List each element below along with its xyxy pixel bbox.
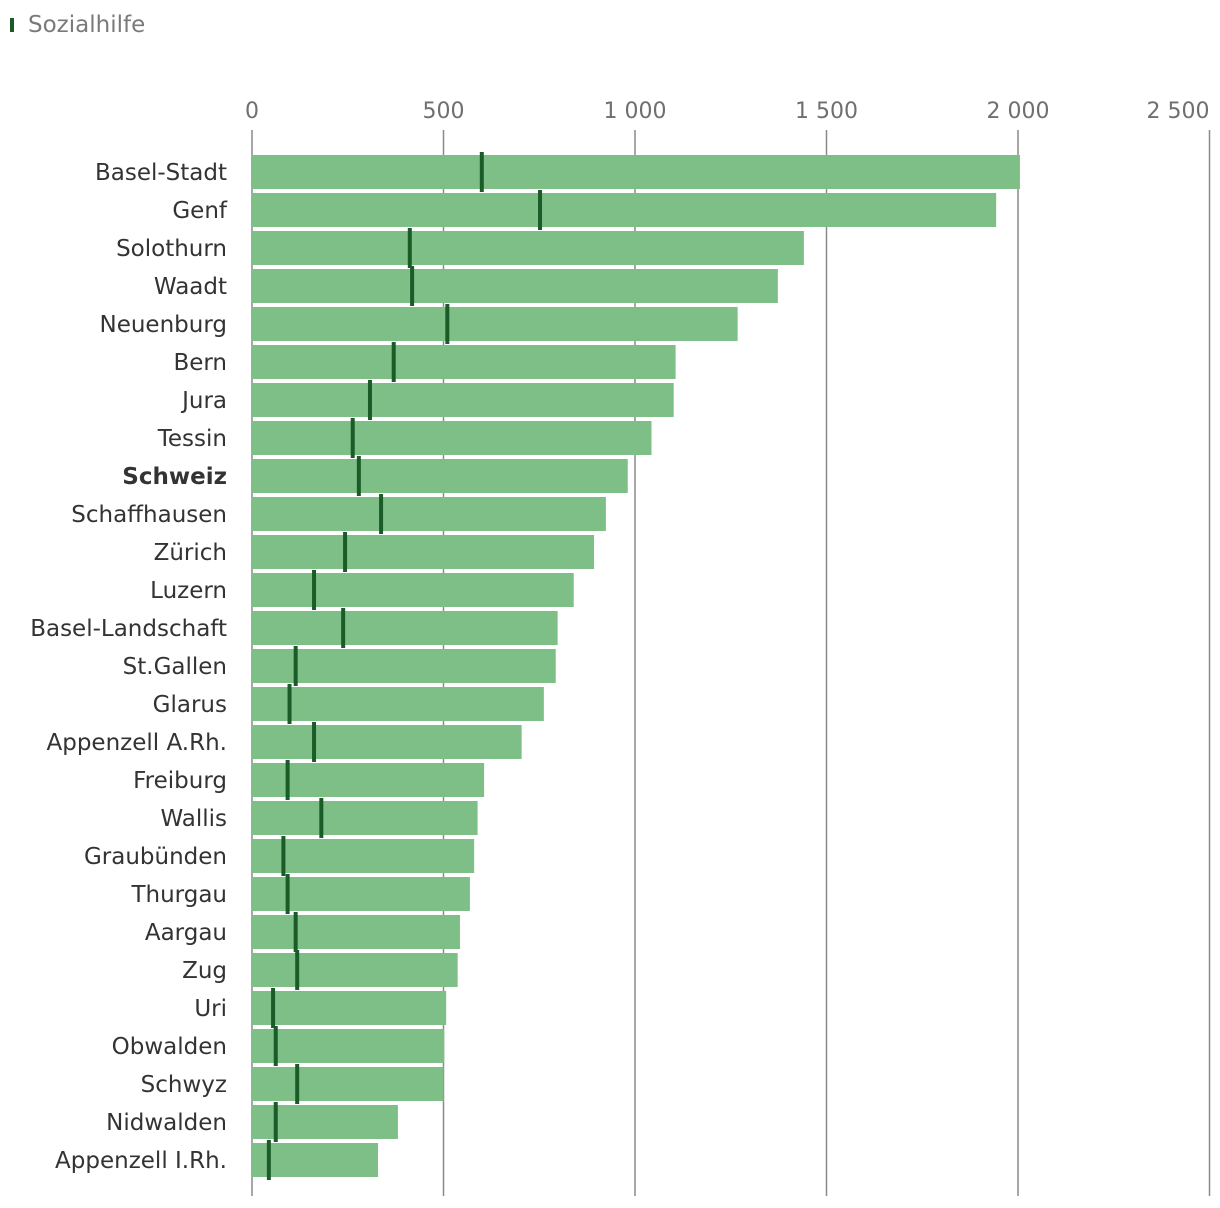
category-label-tessin: Tessin <box>157 426 227 452</box>
marker-appenzell-a-rh- <box>312 722 317 762</box>
legend-swatch <box>10 18 14 32</box>
bar-thurgau <box>252 877 470 911</box>
category-label-jura: Jura <box>180 388 227 414</box>
category-label-graubünden: Graubünden <box>84 844 227 870</box>
x-tick-label-1500: 1 500 <box>795 99 858 124</box>
bar-jura <box>252 383 674 417</box>
legend: Sozialhilfe <box>10 12 145 38</box>
category-label-obwalden: Obwalden <box>112 1034 227 1060</box>
marker-genf <box>538 190 543 230</box>
bar-obwalden <box>252 1029 445 1063</box>
bar-appenzell-a-rh- <box>252 725 522 759</box>
marker-schwyz <box>295 1064 300 1104</box>
bar-zug <box>252 953 458 987</box>
bar-graubünden <box>252 839 475 873</box>
bar-uri <box>252 991 447 1025</box>
bar-solothurn <box>252 231 804 265</box>
category-label-uri: Uri <box>194 996 227 1022</box>
marker-wallis <box>319 798 324 838</box>
category-label-genf: Genf <box>172 198 228 224</box>
category-label-freiburg: Freiburg <box>133 768 227 794</box>
category-label-wallis: Wallis <box>160 806 227 832</box>
marker-graubünden <box>281 836 286 876</box>
marker-neuenburg <box>445 304 450 344</box>
marker-schaffhausen <box>379 494 384 534</box>
bar-neuenburg <box>252 307 738 341</box>
marker-zürich <box>343 532 348 572</box>
bar-glarus <box>252 687 544 721</box>
marker-solothurn <box>407 228 412 268</box>
bar-layer <box>252 155 1020 1177</box>
category-label-zürich: Zürich <box>154 540 227 566</box>
category-label-solothurn: Solothurn <box>116 236 227 262</box>
bar-tessin <box>252 421 652 455</box>
category-label-schaffhausen: Schaffhausen <box>71 502 227 528</box>
bar-freiburg <box>252 763 485 797</box>
marker-basel-landschaft <box>341 608 346 648</box>
marker-freiburg <box>285 760 290 800</box>
bar-schaffhausen <box>252 497 606 531</box>
category-label-bern: Bern <box>173 350 227 376</box>
category-label-luzern: Luzern <box>150 578 227 604</box>
category-label-thurgau: Thurgau <box>130 882 227 908</box>
category-label-appenzell-i-rh-: Appenzell I.Rh. <box>55 1148 227 1174</box>
marker-st-gallen <box>293 646 298 686</box>
category-label-appenzell-a-rh-: Appenzell A.Rh. <box>47 730 228 756</box>
marker-aargau <box>293 912 298 952</box>
marker-tessin <box>350 418 355 458</box>
marker-waadt <box>410 266 415 306</box>
category-label-neuenburg: Neuenburg <box>100 312 228 338</box>
category-label-schwyz: Schwyz <box>141 1072 227 1098</box>
x-tick-label-500: 500 <box>423 99 465 124</box>
bar-zürich <box>252 535 595 569</box>
bar-st-gallen <box>252 649 556 683</box>
category-label-zug: Zug <box>182 958 227 984</box>
legend-label: Sozialhilfe <box>28 12 146 38</box>
category-label-nidwalden: Nidwalden <box>106 1110 227 1136</box>
marker-appenzell-i-rh- <box>266 1140 271 1180</box>
marker-schweiz <box>356 456 361 496</box>
marker-bern <box>391 342 396 382</box>
bar-appenzell-i-rh- <box>252 1143 379 1177</box>
marker-layer <box>266 152 543 1180</box>
bar-aargau <box>252 915 460 949</box>
bar-schweiz <box>252 459 628 493</box>
bar-basel-stadt <box>252 155 1020 189</box>
category-label-waadt: Waadt <box>154 274 227 300</box>
x-tick-label-2500: 2 500 <box>1147 99 1210 124</box>
marker-glarus <box>287 684 292 724</box>
x-tick-label-1000: 1 000 <box>604 99 667 124</box>
marker-zug <box>295 950 300 990</box>
x-tick-label-0: 0 <box>245 99 259 124</box>
marker-nidwalden <box>273 1102 278 1142</box>
bar-bern <box>252 345 676 379</box>
category-label-basel-stadt: Basel-Stadt <box>95 160 227 186</box>
marker-jura <box>367 380 372 420</box>
marker-obwalden <box>273 1026 278 1066</box>
marker-uri <box>271 988 276 1028</box>
bar-luzern <box>252 573 574 607</box>
marker-basel-stadt <box>479 152 484 192</box>
bar-genf <box>252 193 997 227</box>
category-label-basel-landschaft: Basel-Landschaft <box>30 616 227 642</box>
bar-waadt <box>252 269 778 303</box>
label-layer: 0 500 1 000 1 500 2 000 2 500 Basel-Stadt Genf S… <box>30 99 1209 1174</box>
category-label-aargau: Aargau <box>145 920 227 946</box>
bar-wallis <box>252 801 478 835</box>
x-tick-label-2000: 2 000 <box>987 99 1050 124</box>
marker-thurgau <box>285 874 290 914</box>
bar-basel-landschaft <box>252 611 558 645</box>
category-label-st-gallen: St.Gallen <box>123 654 227 680</box>
category-label-glarus: Glarus <box>153 692 227 718</box>
bar-schwyz <box>252 1067 444 1101</box>
marker-luzern <box>312 570 317 610</box>
category-label-schweiz: Schweiz <box>122 464 227 490</box>
